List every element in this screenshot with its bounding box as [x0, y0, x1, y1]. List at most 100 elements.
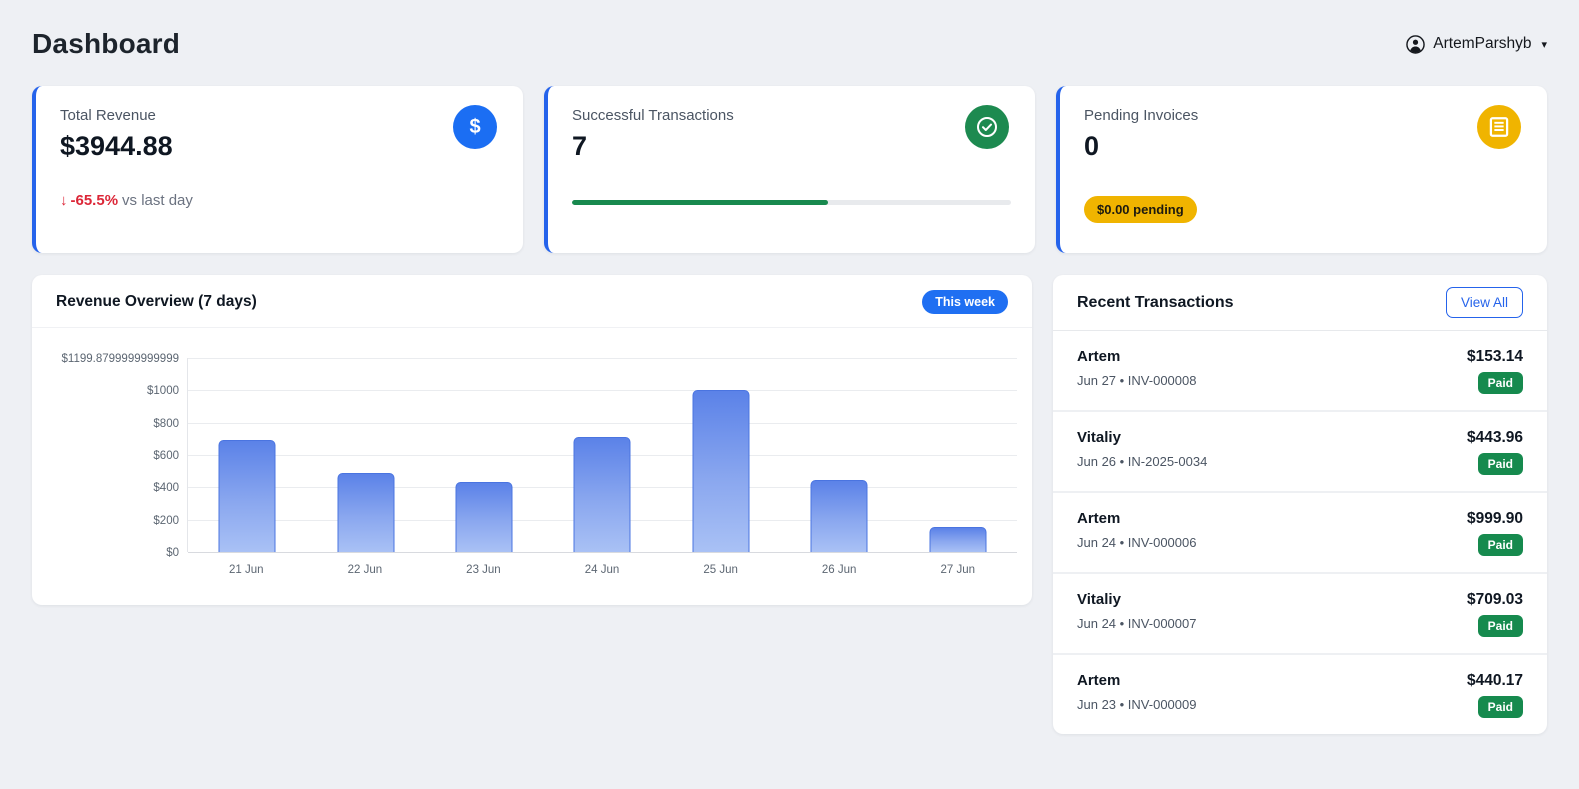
receipt-icon: [1477, 105, 1521, 149]
transaction-amount: $443.96: [1466, 429, 1523, 446]
transaction-amount-block: $999.90 Paid: [1467, 510, 1523, 556]
transaction-status-badge: Paid: [1477, 534, 1523, 556]
transaction-status-badge: Paid: [1477, 696, 1523, 718]
top-bar: Dashboard ArtemParshyb ▾: [32, 28, 1547, 60]
transaction-amount: $440.17: [1466, 672, 1523, 689]
transaction-meta: Jun 26 • IN-2025-0034: [1077, 454, 1208, 469]
chart-bars: [188, 358, 1017, 552]
transaction-meta: Jun 23 • INV-000009: [1077, 697, 1197, 712]
transactions-title: Recent Transactions: [1077, 293, 1234, 311]
view-all-button[interactable]: View All: [1445, 287, 1523, 318]
recent-transactions-card: Recent Transactions View All Artem Jun 2…: [1053, 275, 1547, 734]
revenue-bar[interactable]: [692, 390, 750, 552]
y-axis-tick-label: $1000: [147, 385, 179, 398]
revenue-bar[interactable]: [455, 482, 513, 552]
pending-amount-badge: $0.00 pending: [1084, 196, 1197, 223]
main-row: Revenue Overview (7 days) This week $119…: [32, 275, 1547, 734]
gridline: $1000: [147, 385, 1017, 397]
transaction-info: Artem Jun 23 • INV-000009: [1077, 672, 1196, 712]
transaction-name: Artem: [1077, 348, 1121, 365]
dollar-icon: $: [453, 105, 497, 149]
x-axis-tick-label: 22 Jun: [347, 564, 383, 576]
transaction-amount: $709.03: [1466, 591, 1523, 608]
gridline: $1199.8799999999999: [62, 353, 1017, 365]
transaction-info: Artem Jun 24 • INV-000006: [1077, 510, 1196, 550]
stat-label: Successful Transactions: [572, 107, 734, 124]
transaction-name: Artem: [1077, 672, 1121, 689]
stats-row: Total Revenue $3944.88 ↓ -65.5% vs last da…: [32, 86, 1547, 253]
chart-title: Revenue Overview (7 days): [56, 293, 257, 310]
chart-header: Revenue Overview (7 days) This week: [32, 275, 1032, 328]
x-axis-tick-label: 21 Jun: [229, 564, 264, 576]
bar-slot: [188, 358, 306, 552]
chart-body: $1199.8799999999999 $1000 $800 $600 $400 $200…: [32, 328, 1032, 576]
person-circle-icon: [1406, 34, 1426, 54]
user-name: ArtemParshyb: [1433, 35, 1532, 52]
y-axis-tick-label: $1199.8799999999999: [61, 353, 179, 365]
y-axis-tick-label: $600: [153, 449, 179, 462]
check-circle-icon: [965, 105, 1009, 149]
bar-slot: [543, 358, 661, 552]
transaction-row[interactable]: Artem Jun 23 • INV-000009 $440.17 Paid: [1053, 653, 1547, 734]
gridline: $800: [153, 418, 1017, 430]
transaction-status-badge: Paid: [1477, 615, 1523, 637]
transactions-progress-fill: [572, 200, 828, 205]
x-axis-tick-label: 24 Jun: [584, 564, 620, 576]
y-axis-tick-label: $200: [153, 514, 179, 527]
chart-x-labels: 21 Jun 22 Jun 23 Jun 24 Jun 25 Jun 26 Jun 27 J…: [187, 564, 1017, 576]
transaction-amount-block: $443.96 Paid: [1467, 429, 1523, 475]
bar-slot: [780, 358, 898, 552]
transaction-info: Vitaliy Jun 24 • INV-000007: [1077, 591, 1196, 631]
stat-value: 7: [572, 131, 588, 161]
trend-percent: -65.5%: [70, 192, 119, 209]
y-axis-tick-label: $0: [166, 547, 179, 559]
transaction-meta: Jun 24 • INV-000006: [1077, 535, 1197, 550]
x-axis-tick-label: 25 Jun: [703, 564, 738, 576]
transaction-status-badge: Paid: [1477, 453, 1523, 475]
x-axis-tick-label: 26 Jun: [821, 564, 857, 576]
transaction-meta: Jun 24 • INV-000007: [1077, 616, 1197, 631]
revenue-bar[interactable]: [218, 439, 276, 552]
transaction-info: Artem Jun 27 • INV-000008: [1077, 348, 1196, 388]
bar-slot: [662, 358, 780, 552]
stat-value: $3944.88: [60, 131, 173, 161]
revenue-bar[interactable]: [929, 527, 987, 552]
transactions-list: Artem Jun 27 • INV-000008 $153.14 Paid V…: [1053, 331, 1547, 734]
revenue-overview-card: Revenue Overview (7 days) This week $119…: [32, 275, 1032, 605]
revenue-trend: ↓ -65.5% vs last day: [60, 192, 499, 209]
gridline: $0: [166, 547, 1017, 559]
dashboard-page: Dashboard ArtemParshyb ▾ Total Revenue $…: [32, 28, 1547, 734]
transactions-header: Recent Transactions View All: [1053, 275, 1547, 331]
transaction-meta: Jun 27 • INV-000008: [1077, 373, 1197, 388]
revenue-bar[interactable]: [337, 472, 395, 552]
transaction-amount-block: $440.17 Paid: [1467, 672, 1523, 718]
transaction-info: Vitaliy Jun 26 • IN-2025-0034: [1077, 429, 1207, 469]
x-axis-tick-label: 23 Jun: [466, 564, 501, 576]
stat-card-total-revenue: Total Revenue $3944.88 ↓ -65.5% vs last da…: [32, 86, 523, 253]
user-menu[interactable]: ArtemParshyb ▾: [1406, 34, 1547, 54]
transaction-name: Artem: [1077, 510, 1121, 527]
stat-label: Pending Invoices: [1084, 107, 1199, 124]
transaction-amount-block: $153.14 Paid: [1467, 348, 1523, 394]
transaction-row[interactable]: Artem Jun 27 • INV-000008 $153.14 Paid: [1053, 331, 1547, 410]
transaction-row[interactable]: Vitaliy Jun 26 • IN-2025-0034 $443.96 Pa…: [1053, 410, 1547, 491]
transaction-status-badge: Paid: [1477, 372, 1523, 394]
revenue-bar[interactable]: [810, 480, 868, 552]
transaction-name: Vitaliy: [1077, 429, 1121, 446]
transaction-amount: $999.90: [1466, 510, 1523, 527]
transaction-row[interactable]: Vitaliy Jun 24 • INV-000007 $709.03 Paid: [1053, 572, 1547, 653]
chart-plot-area: $1199.8799999999999 $1000 $800 $600 $400 $200…: [62, 353, 1017, 559]
transaction-name: Vitaliy: [1077, 591, 1121, 608]
chevron-down-icon: ▾: [1541, 38, 1547, 51]
x-axis-tick-label: 27 Jun: [940, 564, 976, 576]
y-axis-tick-label: $800: [153, 417, 179, 430]
stat-value: 0: [1084, 131, 1100, 161]
y-axis-tick-label: $400: [153, 482, 179, 495]
transaction-row[interactable]: Artem Jun 24 • INV-000006 $999.90 Paid: [1053, 491, 1547, 572]
trend-down-icon: ↓: [60, 192, 68, 209]
transaction-amount: $153.14: [1466, 348, 1523, 365]
this-week-badge[interactable]: This week: [922, 290, 1008, 314]
bar-slot: [899, 358, 1017, 552]
trend-suffix: vs last day: [122, 192, 193, 209]
revenue-bar[interactable]: [573, 437, 631, 552]
